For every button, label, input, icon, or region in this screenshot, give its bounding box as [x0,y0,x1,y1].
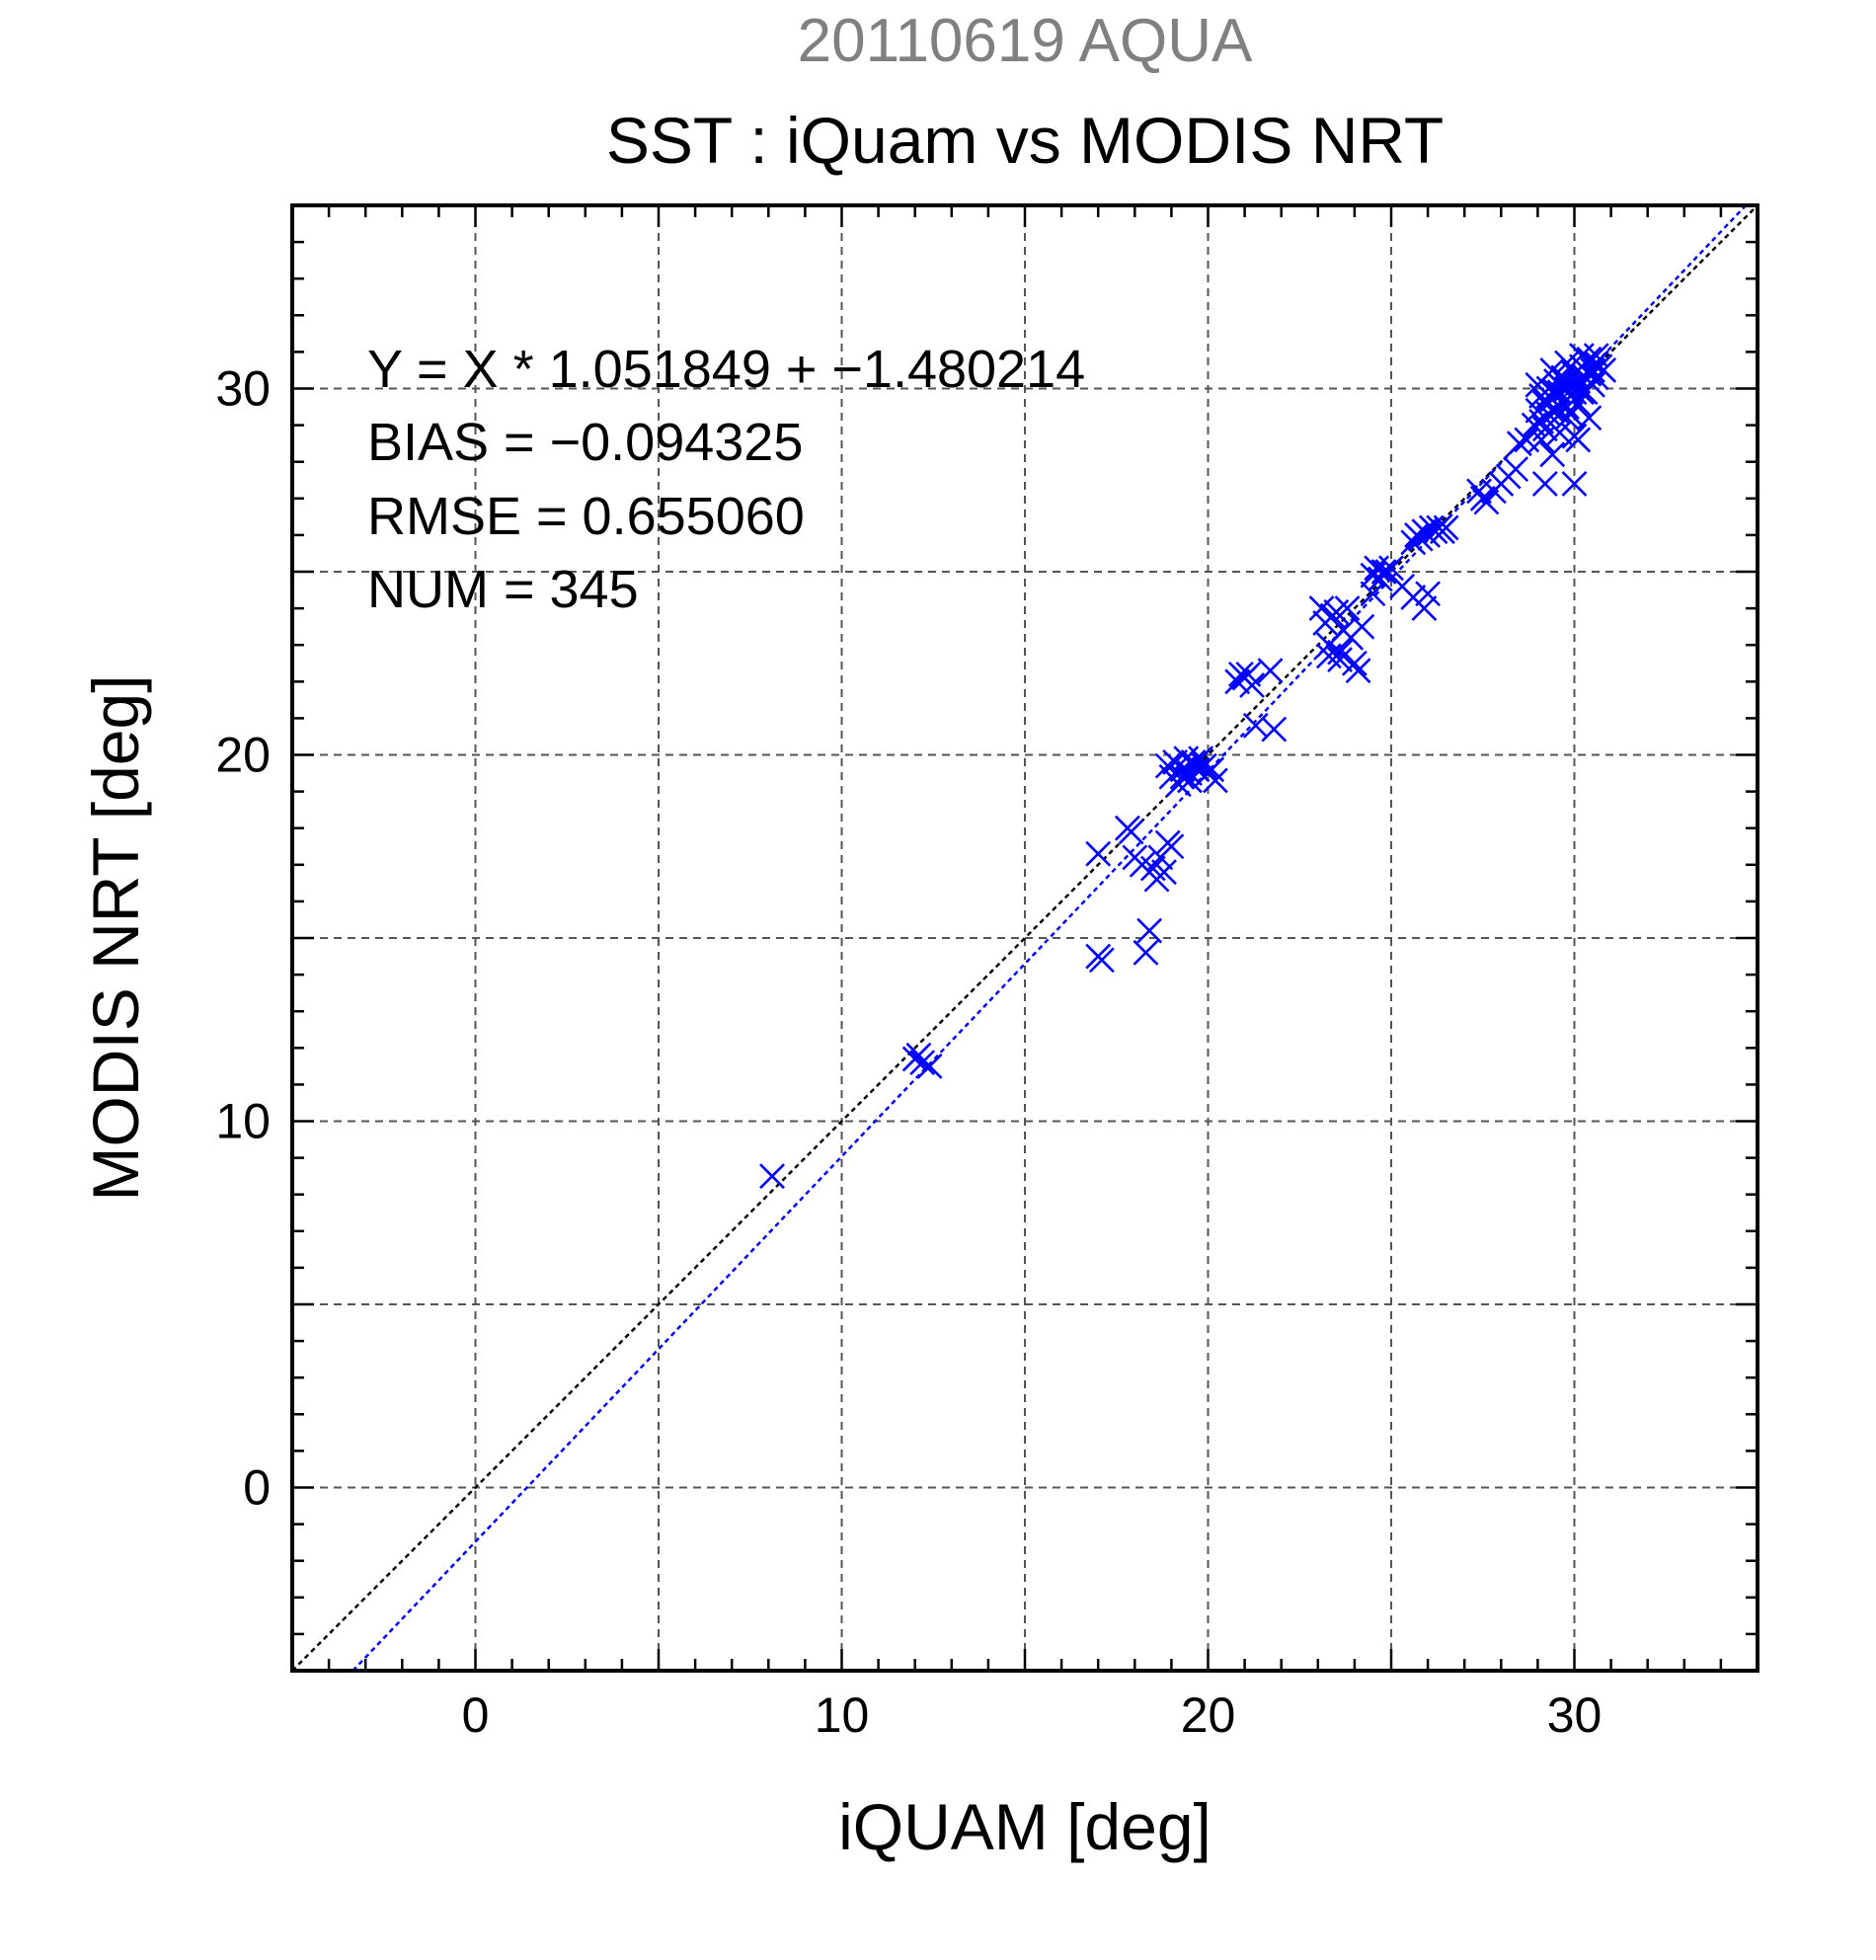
data-point [1360,581,1386,607]
data-point [1133,939,1159,966]
data-point [1521,412,1547,438]
scatter-points [759,343,1617,1190]
data-point [1261,716,1288,743]
data-point [1561,471,1588,497]
data-point [1554,405,1580,431]
data-point [1415,521,1442,548]
y-axis-label: MODIS NRT [deg] [79,674,152,1201]
bias-text: BIAS = −0.094325 [367,413,803,472]
data-point [1576,405,1602,431]
chart-title: SST : iQuam vs MODIS NRT [606,104,1444,177]
data-point [1415,581,1442,607]
data-point [1557,371,1584,398]
x-tick-label: 30 [1547,1687,1602,1743]
data-point [1546,420,1573,445]
data-point [1224,668,1251,695]
data-point [759,1163,785,1190]
x-axis-label: iQUAM [deg] [838,1790,1212,1863]
data-point [1349,613,1375,640]
data-point [1506,431,1532,457]
data-point [1554,350,1580,376]
data-point [1341,650,1368,676]
data-point [1177,767,1203,794]
data-point [1088,947,1115,974]
y-tick-label: 30 [215,361,271,417]
data-point [1239,672,1265,698]
data-point [1118,819,1144,845]
data-point [1308,595,1335,622]
data-point [1327,647,1353,672]
data-point [1473,489,1500,515]
x-tick-label: 20 [1181,1687,1236,1743]
data-point [1378,555,1404,582]
stats-box: Y = X * 1.051849 + −1.480214 BIAS = −0.0… [367,340,1085,619]
data-point [1576,360,1602,387]
y-tick-label: 10 [215,1094,271,1149]
x-tick-label: 0 [462,1687,490,1743]
rmse-text: RMSE = 0.655060 [367,487,805,546]
data-point [1539,441,1566,468]
fit-equation-text: Y = X * 1.051849 + −1.480214 [367,340,1085,399]
data-point [1583,364,1609,391]
data-point [1085,840,1112,867]
data-point [1539,357,1566,383]
data-point [1136,917,1163,944]
data-point [909,1050,936,1076]
grid-lines [292,205,1758,1671]
y-tick-label: 0 [243,1460,271,1516]
num-text: NUM = 345 [367,560,639,619]
data-point [1158,833,1185,860]
data-point [1370,559,1397,585]
data-point [1242,712,1269,739]
data-point [1334,595,1361,622]
data-point [1528,427,1555,453]
data-point [1503,456,1529,483]
data-point [1583,343,1609,369]
plot-frame [290,203,1759,1673]
data-point [1151,859,1177,886]
data-point [1203,767,1228,794]
data-point [1257,658,1284,684]
data-point [1565,427,1592,453]
data-point [1531,471,1558,497]
chart-suptitle: 20110619 AQUA [798,7,1253,75]
tick-labels: 0 10 20 30 0 10 20 30 [215,361,1602,1744]
data-point [1546,371,1573,398]
y-tick-label: 20 [215,728,271,783]
data-point [1561,379,1588,406]
data-point [1345,658,1371,684]
data-point [1433,514,1459,541]
data-point [1169,763,1196,790]
x-tick-label: 10 [815,1687,870,1743]
data-point [1411,595,1438,622]
data-point [1539,397,1566,424]
data-point [905,1042,932,1068]
